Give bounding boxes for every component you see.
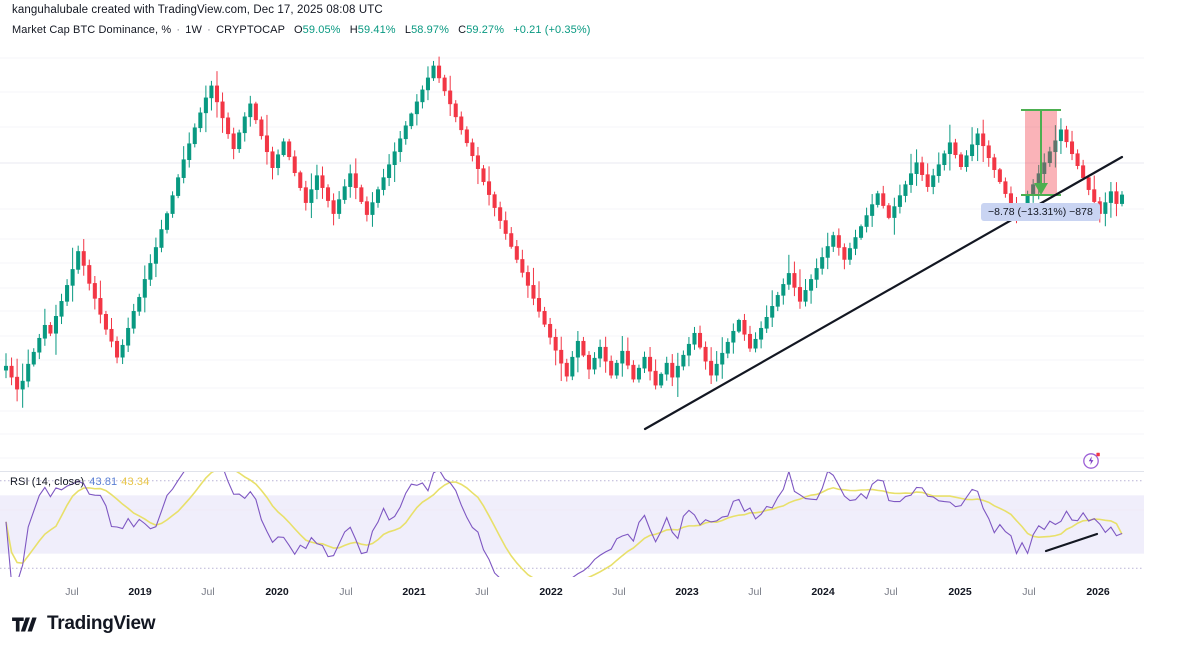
time-tick-jul-2: Jul bbox=[201, 586, 215, 598]
time-tick-2026-15: 2026 bbox=[1086, 586, 1110, 598]
price-chart-canvas bbox=[0, 56, 1144, 459]
time-tick-2020-3: 2020 bbox=[265, 586, 289, 598]
time-tick-jul-6: Jul bbox=[475, 586, 489, 598]
change-value: +0.21 (+0.35%) bbox=[513, 24, 591, 36]
legend-separator-2: · bbox=[207, 24, 211, 36]
time-tick-2019-1: 2019 bbox=[128, 586, 152, 598]
high-value: 59.41% bbox=[357, 24, 396, 36]
measurement-tool-box[interactable] bbox=[1021, 109, 1061, 196]
open-value: 59.05% bbox=[302, 24, 341, 36]
tradingview-mark-icon bbox=[12, 617, 37, 631]
credit-line: kanguhalubale created with TradingView.c… bbox=[12, 4, 383, 16]
tradingview-wordmark: TradingView bbox=[47, 613, 156, 634]
symbol-name[interactable]: Market Cap BTC Dominance, % bbox=[12, 24, 172, 36]
time-tick-jul-8: Jul bbox=[612, 586, 626, 598]
time-tick-2022-7: 2022 bbox=[539, 586, 563, 598]
close-label: C bbox=[458, 24, 467, 36]
time-tick-2023-9: 2023 bbox=[675, 586, 699, 598]
rsi-value: 43.81 bbox=[89, 476, 118, 488]
lightning-alert-icon[interactable] bbox=[1082, 450, 1102, 470]
time-tick-jul-0: Jul bbox=[65, 586, 79, 598]
time-tick-jul-14: Jul bbox=[1022, 586, 1036, 598]
rsi-line bbox=[5, 472, 1123, 577]
rsi-pane[interactable] bbox=[0, 472, 1144, 577]
time-tick-jul-12: Jul bbox=[884, 586, 898, 598]
time-axis[interactable]: Jul 2019 Jul 2020 Jul 2021 Jul 2022 Jul 2023 Jul 20… bbox=[0, 578, 1144, 604]
price-axis[interactable]: % 72.00%68.00%64.00%60.00%56.00%53.00%51… bbox=[1144, 0, 1200, 647]
time-tick-jul-4: Jul bbox=[339, 586, 353, 598]
rsi-indicator-legend[interactable]: RSI (14, close) 43.81 43.34 bbox=[10, 476, 149, 488]
open-label: O bbox=[293, 24, 303, 36]
rsi-title: RSI (14, close) bbox=[10, 476, 85, 488]
price-trendline[interactable] bbox=[643, 155, 1124, 431]
low-value: 58.97% bbox=[411, 24, 449, 36]
pane-divider bbox=[0, 471, 1144, 472]
time-tick-2025-13: 2025 bbox=[948, 586, 972, 598]
time-tick-jul-10: Jul bbox=[748, 586, 762, 598]
exchange-label: CRYPTOCAP bbox=[216, 24, 285, 36]
rsi-chart-canvas bbox=[0, 472, 1144, 577]
rsi-ma-line bbox=[5, 472, 1123, 577]
symbol-legend: Market Cap BTC Dominance, % · 1W · CRYPT… bbox=[12, 24, 591, 36]
rsi-ma-value: 43.34 bbox=[121, 476, 150, 488]
time-tick-2021-5: 2021 bbox=[402, 586, 426, 598]
legend-separator-1: · bbox=[176, 24, 181, 36]
interval-label[interactable]: 1W bbox=[185, 24, 202, 36]
low-label: L bbox=[404, 24, 412, 36]
candlestick-series bbox=[3, 56, 1125, 408]
time-tick-2024-11: 2024 bbox=[811, 586, 835, 598]
tradingview-logo[interactable]: TradingView bbox=[12, 613, 156, 635]
close-value: 59.27% bbox=[466, 24, 505, 36]
measurement-tool-label[interactable]: −8.78 (−13.31%) −878 bbox=[981, 203, 1100, 221]
high-label: H bbox=[349, 24, 358, 36]
price-pane[interactable] bbox=[0, 40, 1144, 472]
rsi-trendline[interactable] bbox=[1044, 532, 1099, 553]
footer-bar bbox=[0, 604, 1200, 647]
